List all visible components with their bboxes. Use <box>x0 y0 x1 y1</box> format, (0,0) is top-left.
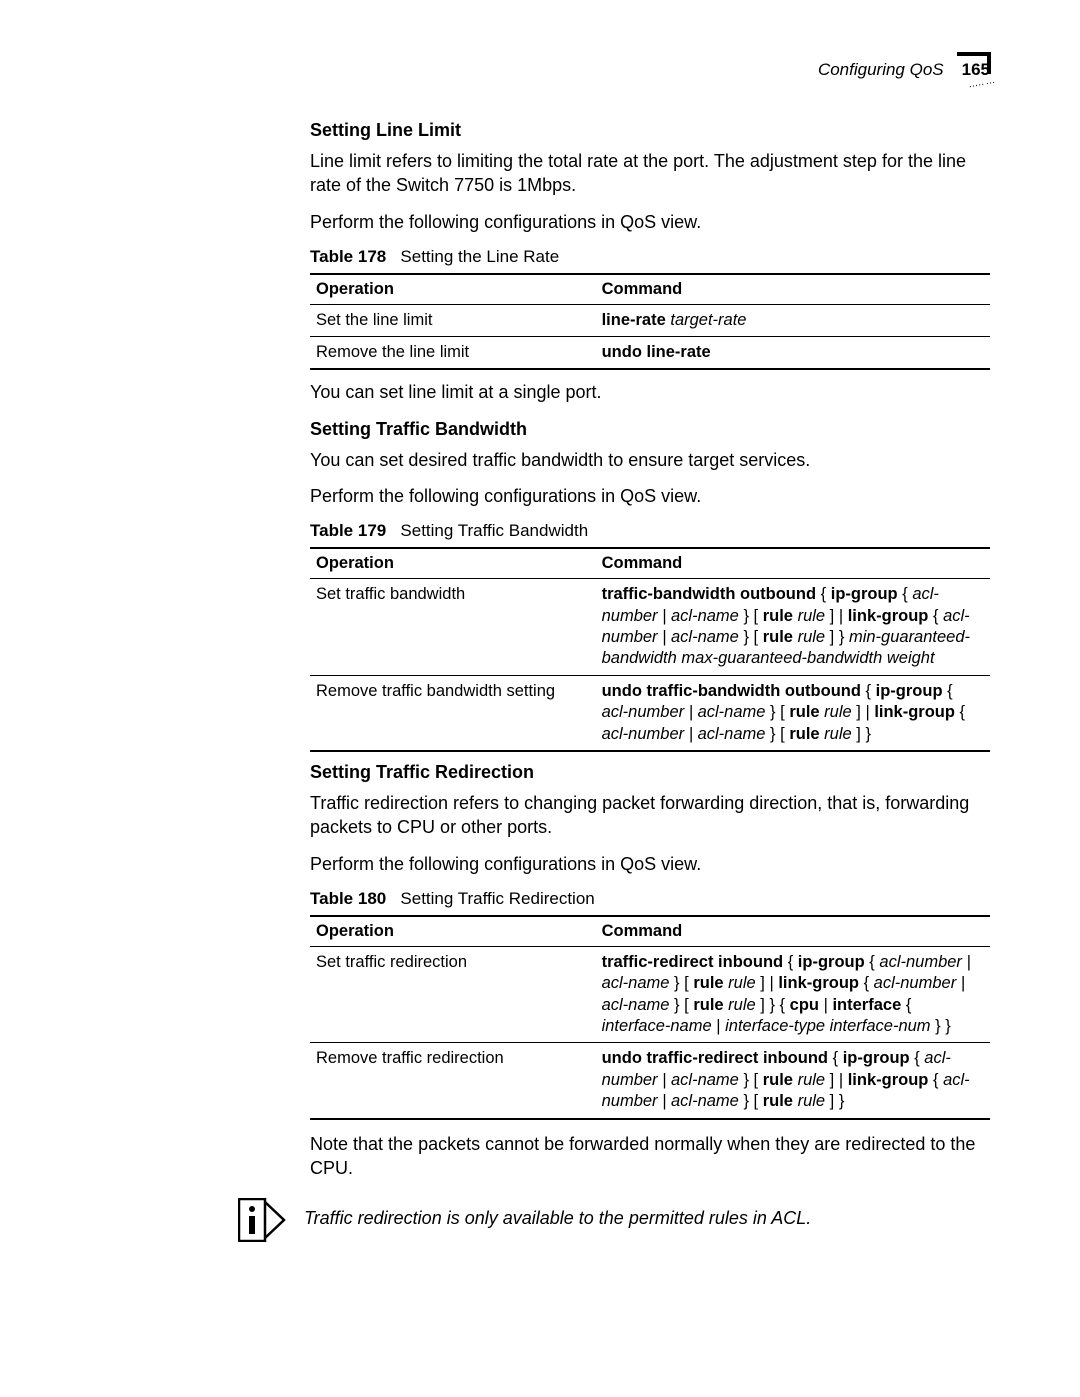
table-row: Remove traffic bandwidth setting undo tr… <box>310 675 990 751</box>
cell-operation: Set the line limit <box>310 304 596 336</box>
cell-operation: Remove the line limit <box>310 337 596 370</box>
cell-operation: Set traffic bandwidth <box>310 579 596 676</box>
table-row: Set traffic redirection traffic-redirect… <box>310 946 990 1043</box>
col-operation: Operation <box>310 548 596 579</box>
info-note: Traffic redirection is only available to… <box>238 1198 990 1242</box>
col-command: Command <box>596 916 990 947</box>
paragraph: You can set line limit at a single port. <box>310 380 990 404</box>
table-caption: Table 180 Setting Traffic Redirection <box>310 889 990 909</box>
col-command: Command <box>596 548 990 579</box>
cell-command: undo traffic-redirect inbound { ip-group… <box>596 1043 990 1119</box>
table-row: Set the line limit line-rate target-rate <box>310 304 990 336</box>
paragraph: Perform the following configurations in … <box>310 486 990 507</box>
table-row: Remove the line limit undo line-rate <box>310 337 990 370</box>
page-header: Configuring QoS 165 <box>818 60 990 80</box>
table-caption: Table 179 Setting Traffic Bandwidth <box>310 521 990 541</box>
heading-line-limit: Setting Line Limit <box>310 120 990 141</box>
cell-operation: Remove traffic redirection <box>310 1043 596 1119</box>
table-title: Setting Traffic Bandwidth <box>400 521 588 540</box>
header-section-title: Configuring QoS <box>818 60 944 80</box>
table-header-row: Operation Command <box>310 548 990 579</box>
paragraph: Perform the following configurations in … <box>310 854 990 875</box>
cell-command: traffic-bandwidth outbound { ip-group { … <box>596 579 990 676</box>
cell-command: traffic-redirect inbound { ip-group { ac… <box>596 946 990 1043</box>
table-title: Setting the Line Rate <box>400 247 559 266</box>
info-icon <box>238 1198 286 1242</box>
heading-traffic-bandwidth: Setting Traffic Bandwidth <box>310 419 990 440</box>
table-number: Table 179 <box>310 521 386 540</box>
paragraph: Note that the packets cannot be forwarde… <box>310 1132 990 1181</box>
table-header-row: Operation Command <box>310 274 990 305</box>
heading-traffic-redirection: Setting Traffic Redirection <box>310 762 990 783</box>
cell-command: undo traffic-bandwidth outbound { ip-gro… <box>596 675 990 751</box>
paragraph: Perform the following configurations in … <box>310 212 990 233</box>
info-note-text: Traffic redirection is only available to… <box>304 1206 811 1230</box>
cell-command: undo line-rate <box>596 337 990 370</box>
col-operation: Operation <box>310 274 596 305</box>
table-caption: Table 178 Setting the Line Rate <box>310 247 990 267</box>
table-number: Table 178 <box>310 247 386 266</box>
cell-command: line-rate target-rate <box>596 304 990 336</box>
table-title: Setting Traffic Redirection <box>400 889 594 908</box>
table-row: Set traffic bandwidth traffic-bandwidth … <box>310 579 990 676</box>
col-operation: Operation <box>310 916 596 947</box>
table-traffic-bandwidth: Operation Command Set traffic bandwidth … <box>310 547 990 752</box>
table-row: Remove traffic redirection undo traffic-… <box>310 1043 990 1119</box>
paragraph: Traffic redirection refers to changing p… <box>310 791 990 840</box>
col-command: Command <box>596 274 990 305</box>
table-number: Table 180 <box>310 889 386 908</box>
content: Setting Line Limit Line limit refers to … <box>310 120 990 1242</box>
paragraph: You can set desired traffic bandwidth to… <box>310 448 990 472</box>
page: . . . . . . . . Configuring QoS 165 Sett… <box>0 0 1080 1397</box>
table-traffic-redirection: Operation Command Set traffic redirectio… <box>310 915 990 1120</box>
paragraph: Line limit refers to limiting the total … <box>310 149 990 198</box>
header-page-number: 165 <box>962 60 990 80</box>
table-line-rate: Operation Command Set the line limit lin… <box>310 273 990 371</box>
cell-operation: Set traffic redirection <box>310 946 596 1043</box>
cell-operation: Remove traffic bandwidth setting <box>310 675 596 751</box>
table-header-row: Operation Command <box>310 916 990 947</box>
